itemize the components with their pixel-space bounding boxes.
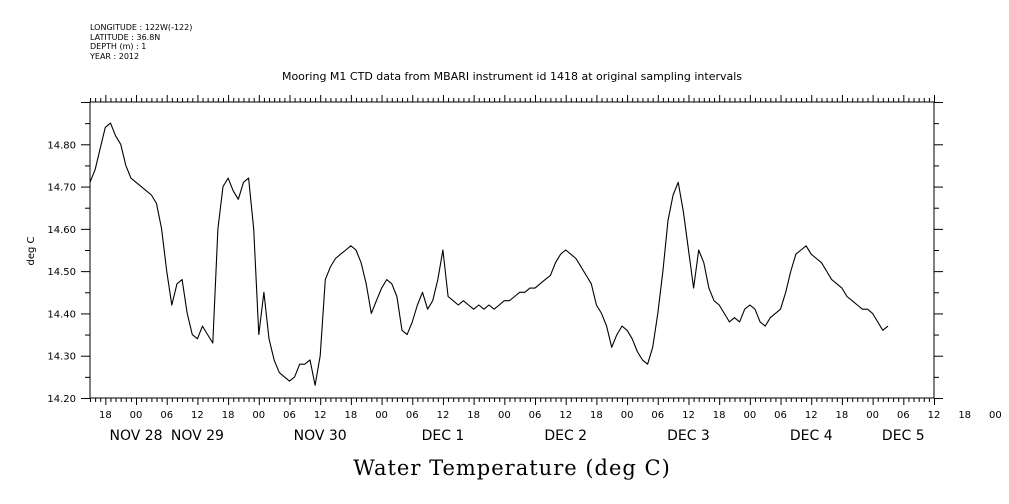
x-tick-label: 00 [498, 410, 511, 421]
x-day-label: NOV 29 [171, 428, 224, 444]
x-tick-label: 00 [989, 410, 1002, 421]
x-tick-label: 12 [682, 410, 695, 421]
x-tick-label: 12 [437, 410, 450, 421]
y-tick-label: 14.80 [47, 140, 76, 151]
x-tick-label: 12 [314, 410, 327, 421]
series-group [89, 122, 889, 386]
x-tick-label: 12 [928, 410, 941, 421]
meta-longitude: LONGITUDE : 122W(-122) [90, 23, 192, 32]
x-tick-label: 18 [222, 410, 235, 421]
x-day-label: DEC 3 [667, 428, 710, 444]
y-tick-labels: 14.20 14.30 14.40 14.50 14.60 14.70 14.80 [47, 140, 76, 405]
x-tick-label: 18 [99, 410, 112, 421]
x-day-label: DEC 1 [422, 428, 465, 444]
x-day-label: NOV 28 [109, 428, 162, 444]
x-tick-label: 18 [713, 410, 726, 421]
y-tick-label: 14.40 [47, 309, 76, 320]
x-tick-label: 06 [283, 410, 296, 421]
x-tick-label: 00 [621, 410, 634, 421]
x-day-label: DEC 5 [882, 428, 925, 444]
x-tick-label: 06 [406, 410, 419, 421]
x-day-label: NOV 30 [294, 428, 347, 444]
meta-latitude: LATITUDE : 36.8N [90, 33, 160, 42]
x-tick-label: 18 [958, 410, 971, 421]
x-tick-label: 12 [559, 410, 572, 421]
x-tick-label: 00 [743, 410, 756, 421]
x-day-label: DEC 2 [544, 428, 587, 444]
series-line-0 [89, 122, 889, 386]
x-day-label: DEC 4 [790, 428, 833, 444]
y-axis-label: deg C [26, 236, 37, 265]
x-tick-label: 12 [805, 410, 818, 421]
x-tick-label: 18 [345, 410, 358, 421]
y-tick-label: 14.70 [47, 183, 76, 194]
meta-depth: DEPTH (m) : 1 [90, 42, 146, 51]
x-tick-label: 00 [130, 410, 143, 421]
y-tick-label: 14.30 [47, 352, 76, 363]
axis-ticks [81, 95, 943, 405]
day-labels: NOV 28 NOV 29 NOV 30 DEC 1 DEC 2 DEC 3 DEC 4 DE… [109, 428, 924, 444]
y-tick-label: 14.60 [47, 225, 76, 236]
x-tick-label: 06 [651, 410, 664, 421]
x-tick-label: 06 [774, 410, 787, 421]
x-tick-label: 18 [590, 410, 603, 421]
y-tick-label: 14.20 [47, 394, 76, 405]
chart-title: Mooring M1 CTD data from MBARI instrumen… [282, 70, 742, 83]
x-tick-label: 18 [836, 410, 849, 421]
x-tick-label: 06 [160, 410, 173, 421]
x-tick-label: 06 [897, 410, 910, 421]
x-tick-label: 00 [866, 410, 879, 421]
x-tick-labels: 18 00 06 12 18 00 06 12 18 00 06 12 18 00 06 12 18 00 06 12… [99, 410, 1002, 421]
x-tick-label: 00 [252, 410, 265, 421]
x-axis-title: Water Temperature (deg C) [353, 456, 671, 480]
x-tick-label: 18 [467, 410, 480, 421]
x-tick-label: 00 [375, 410, 388, 421]
x-tick-label: 12 [191, 410, 204, 421]
y-tick-label: 14.50 [47, 267, 76, 278]
meta-year: YEAR : 2012 [89, 52, 139, 61]
x-tick-label: 06 [529, 410, 542, 421]
